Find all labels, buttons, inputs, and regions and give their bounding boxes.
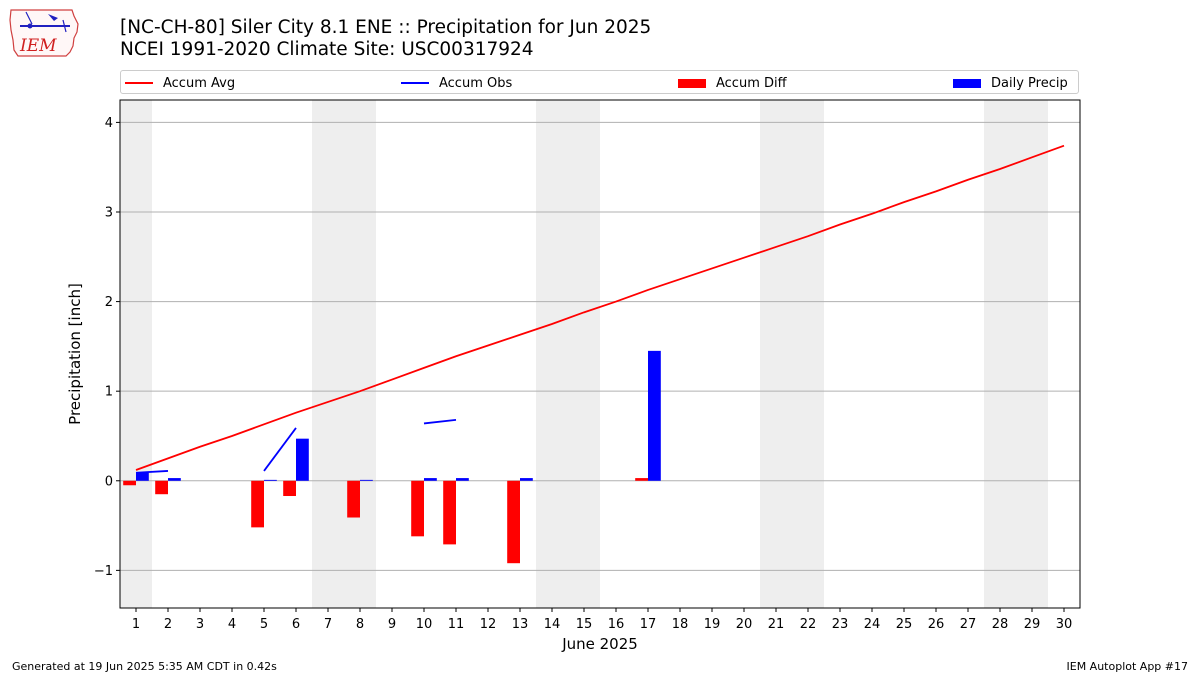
x-tick-label: 17 bbox=[640, 617, 657, 632]
accum-diff-bar-17 bbox=[635, 478, 648, 481]
legend-label-accum-obs: Accum Obs bbox=[439, 75, 513, 91]
x-axis-label: June 2025 bbox=[561, 635, 638, 653]
x-tick-label: 4 bbox=[228, 617, 236, 632]
x-tick-label: 23 bbox=[832, 617, 849, 632]
daily-precip-bar-5 bbox=[264, 479, 277, 481]
x-tick-label: 20 bbox=[736, 617, 753, 632]
x-tick-label: 14 bbox=[544, 617, 561, 632]
x-tick-label: 3 bbox=[196, 617, 204, 632]
y-tick-label: 2 bbox=[105, 295, 113, 310]
legend-item-accum-avg: Accum Avg bbox=[125, 74, 235, 92]
x-tick-label: 8 bbox=[356, 617, 364, 632]
x-tick-label: 29 bbox=[1024, 617, 1041, 632]
accum-diff-bar-13 bbox=[507, 480, 520, 564]
x-tick-label: 10 bbox=[416, 617, 433, 632]
x-tick-label: 1 bbox=[132, 617, 140, 632]
x-tick-label: 13 bbox=[512, 617, 529, 632]
accum-diff-bar-5 bbox=[251, 480, 264, 528]
x-tick-label: 18 bbox=[672, 617, 689, 632]
weekend-band-0 bbox=[120, 100, 152, 608]
y-tick-label: 4 bbox=[105, 116, 113, 131]
x-tick-label: 9 bbox=[388, 617, 396, 632]
legend-item-accum-diff: Accum Diff bbox=[678, 74, 787, 92]
legend-swatch-accum-avg bbox=[125, 82, 153, 84]
iowa-map-logo-icon: IEM bbox=[9, 9, 79, 57]
weekend-band-2 bbox=[536, 100, 600, 608]
daily-precip-bar-13 bbox=[520, 478, 533, 481]
daily-precip-bar-1 bbox=[136, 472, 149, 481]
weekend-band-4 bbox=[984, 100, 1048, 608]
y-axis-label: Precipitation [inch] bbox=[66, 283, 84, 425]
accum-avg-line bbox=[135, 144, 1065, 471]
accum-diff-bar-11 bbox=[443, 480, 456, 545]
y-tick-label: −1 bbox=[94, 564, 113, 579]
iem-logo: IEM bbox=[8, 6, 82, 60]
daily-precip-bar-11 bbox=[456, 478, 469, 481]
chart-subtitle: NCEI 1991-2020 Climate Site: USC00317924 bbox=[120, 39, 534, 60]
x-tick-label: 26 bbox=[928, 617, 945, 632]
accum-obs-segment-1 bbox=[263, 427, 297, 472]
x-tick-label: 11 bbox=[448, 617, 465, 632]
x-tick-label: 5 bbox=[260, 617, 268, 632]
weekend-band-3 bbox=[760, 100, 824, 608]
accum-obs-segment-0 bbox=[135, 470, 169, 474]
y-tick-label: 3 bbox=[105, 205, 113, 220]
logo-text: IEM bbox=[19, 36, 57, 56]
accum-obs-segment-2 bbox=[423, 418, 457, 425]
y-tick-label: 1 bbox=[105, 385, 113, 400]
x-tick-label: 19 bbox=[704, 617, 721, 632]
x-tick-label: 30 bbox=[1056, 617, 1073, 632]
x-tick-label: 2 bbox=[164, 617, 172, 632]
footer-app: IEM Autoplot App #17 bbox=[1066, 660, 1189, 673]
daily-precip-bar-2 bbox=[168, 478, 181, 481]
x-tick-label: 15 bbox=[576, 617, 593, 632]
x-tick-label: 24 bbox=[864, 617, 881, 632]
x-tick-label: 28 bbox=[992, 617, 1009, 632]
daily-precip-bar-8 bbox=[360, 479, 373, 481]
plot-frame bbox=[119, 99, 1081, 609]
series-lines bbox=[135, 144, 1065, 474]
x-tick-label: 16 bbox=[608, 617, 625, 632]
legend-swatch-accum-obs bbox=[401, 82, 429, 84]
legend-label-daily-precip: Daily Precip bbox=[991, 75, 1068, 91]
legend-swatch-daily-precip bbox=[953, 78, 981, 88]
y-tick-label: 0 bbox=[105, 474, 113, 489]
x-tick-label: 22 bbox=[800, 617, 817, 632]
chart-title: [NC-CH-80] Siler City 8.1 ENE :: Precipi… bbox=[120, 17, 652, 38]
footer-generated: Generated at 19 Jun 2025 5:35 AM CDT in … bbox=[12, 660, 277, 673]
x-tick-label: 27 bbox=[960, 617, 977, 632]
legend-label-accum-diff: Accum Diff bbox=[716, 75, 787, 91]
legend-item-accum-obs: Accum Obs bbox=[401, 74, 512, 92]
legend-item-daily-precip: Daily Precip bbox=[953, 74, 1068, 92]
x-tick-label: 7 bbox=[324, 617, 332, 632]
daily-precip-bar-10 bbox=[424, 478, 437, 481]
x-tick-label: 25 bbox=[896, 617, 913, 632]
weekend-shading bbox=[120, 100, 1048, 608]
x-tick-label: 12 bbox=[480, 617, 497, 632]
accum-diff-bar-6 bbox=[283, 480, 296, 497]
legend: Accum Avg Accum Obs Accum Diff Daily Pre… bbox=[120, 70, 1079, 94]
legend-label-accum-avg: Accum Avg bbox=[163, 75, 236, 91]
bars bbox=[123, 350, 661, 564]
accum-diff-bar-8 bbox=[347, 480, 360, 518]
x-tick-label: 21 bbox=[768, 617, 785, 632]
legend-swatch-accum-diff bbox=[678, 78, 706, 88]
grid-lines bbox=[120, 121, 1080, 571]
accum-diff-bar-2 bbox=[155, 480, 168, 495]
accum-diff-bar-10 bbox=[411, 480, 424, 537]
daily-precip-bar-6 bbox=[296, 438, 309, 481]
accum-diff-bar-1 bbox=[123, 480, 136, 486]
x-tick-label: 6 bbox=[292, 617, 300, 632]
weekend-band-1 bbox=[312, 100, 376, 608]
daily-precip-bar-17 bbox=[648, 350, 661, 481]
